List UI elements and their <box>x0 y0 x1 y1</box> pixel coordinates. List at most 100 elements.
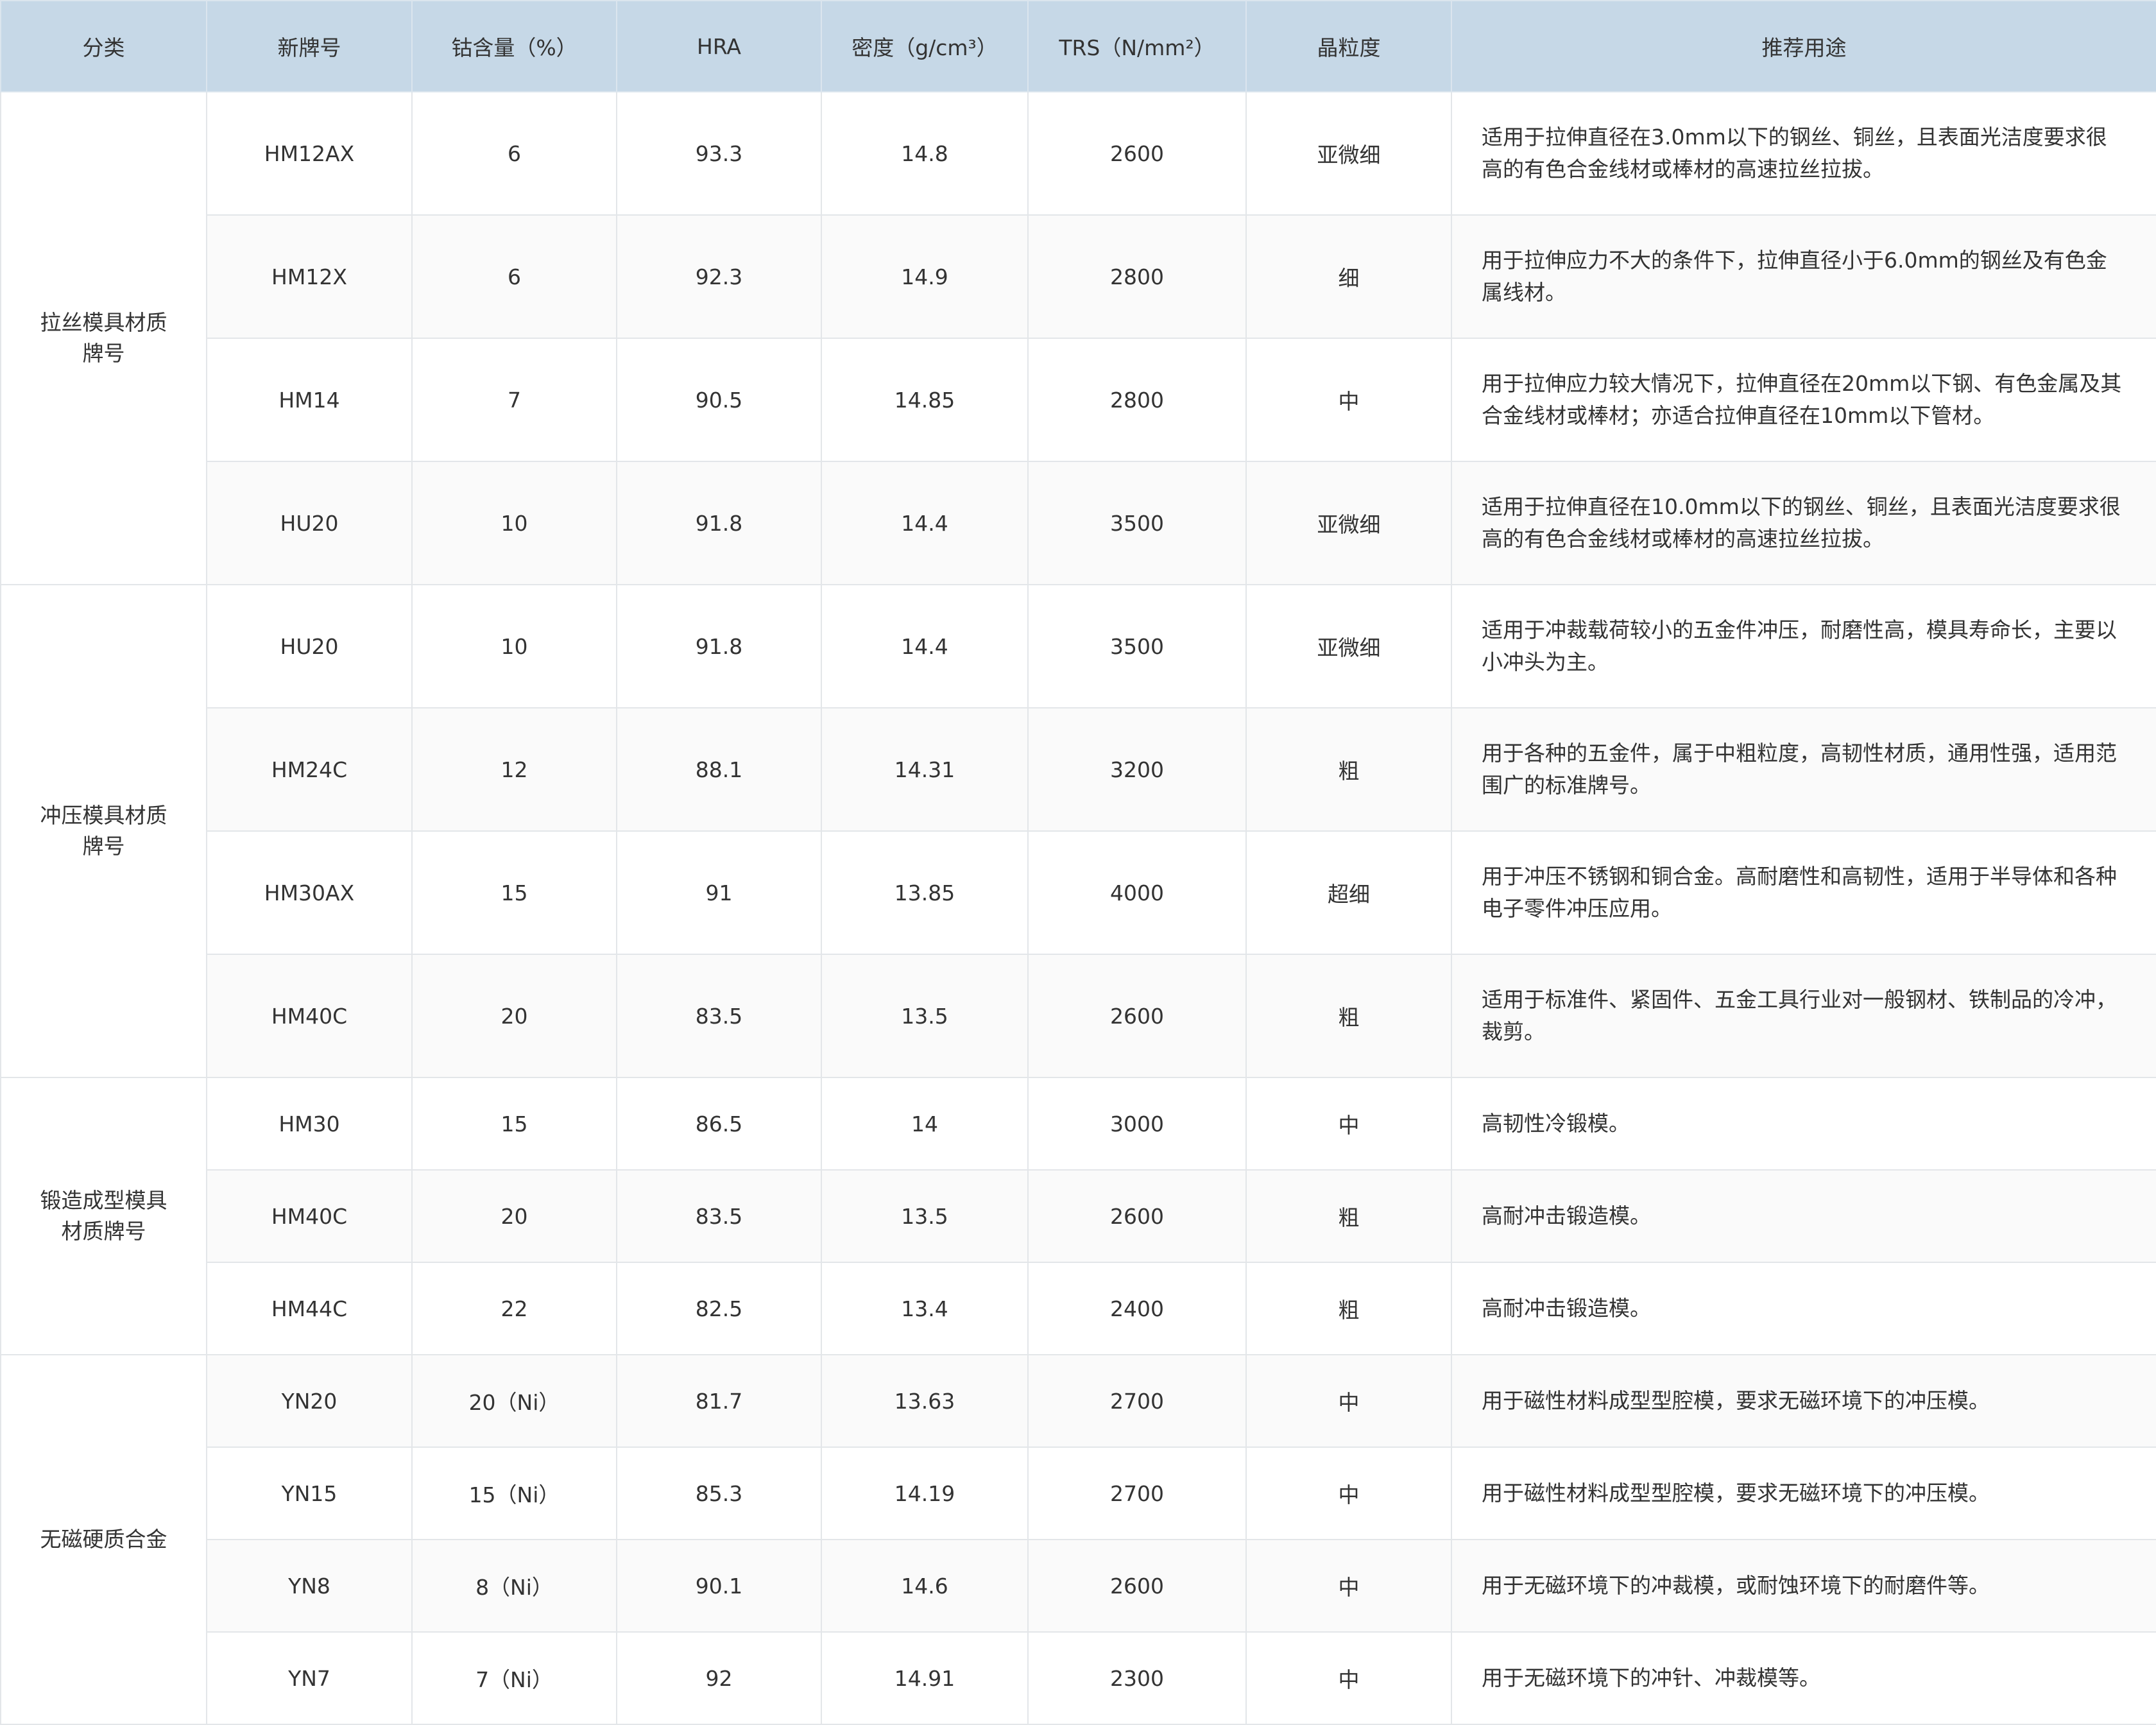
category-label: 无磁硬质合金 <box>40 1527 167 1552</box>
table-row: HM14 7 90.5 14.85 2800 中用于拉伸应力较大情况下，拉伸直径在20mm… <box>1 338 2156 462</box>
category-cell: 锻造成型模具材质牌号 <box>0 1077 207 1355</box>
grade-cell: HM12X <box>206 214 413 339</box>
trs-cell: 2300 <box>1027 1631 1247 1725</box>
hra-cell: 91 <box>616 830 822 955</box>
table-row: HM24C 12 88.1 14.31 3200 粗用于各种的五金件，属于中粗粒度，高韧性… <box>1 707 2156 832</box>
cobalt-content-cell: 15 <box>411 830 617 955</box>
hra-cell: 92.3 <box>616 214 822 339</box>
grade-cell: YN7 <box>206 1631 413 1725</box>
table-row: 冲压模具材质牌号 HU20 10 91.8 14.4 3500 亚微细 适用于冲裁载荷较小的五… <box>0 584 2156 1078</box>
header-hra: HRA <box>616 0 822 92</box>
hra-cell: 86.5 <box>616 1077 822 1171</box>
table-row: HM44C 22 82.5 13.4 2400 粗高耐冲击锻造模。 <box>1 1262 2156 1355</box>
trs-cell: 2400 <box>1027 1262 1247 1355</box>
cobalt-content-cell: 10 <box>411 584 617 708</box>
recommended-use-cell: 用于冲压不锈钢和铜合金。高耐磨性和高韧性，适用于半导体和各种电子零件冲压应用。 <box>1451 830 2156 955</box>
grain-size-cell: 超细 <box>1245 830 1452 955</box>
recommended-use-cell: 适用于冲裁载荷较小的五金件冲压，耐磨性高，模具寿命长，主要以小冲头为主。 <box>1451 584 2156 708</box>
grade-cell: HM12AX <box>206 91 413 216</box>
table-row: 锻造成型模具材质牌号 HM30 15 86.5 14 3000 中高韧性冷锻模。 <box>0 1077 2156 1355</box>
table-header: 分类 新牌号 钴含量（%） HRA 密度（g/cm³） TRS（N/mm²） 晶粒度 推荐用途 <box>0 0 2156 92</box>
cobalt-content-cell: 7（Ni） <box>411 1631 617 1725</box>
grade-cell: HM40C <box>206 954 413 1078</box>
hra-cell: 83.5 <box>616 1169 822 1263</box>
trs-cell: 2700 <box>1027 1446 1247 1540</box>
category-label: 锻造成型模具材质牌号 <box>40 1188 167 1244</box>
hra-cell: 82.5 <box>616 1262 822 1355</box>
trs-cell: 2600 <box>1027 1539 1247 1633</box>
grade-cell: HM40C <box>206 1169 413 1263</box>
cobalt-content-cell: 20 <box>411 1169 617 1263</box>
table-row: YN15 15（Ni） 85.3 14.19 2700 中用于磁性材料成型型腔模，要求无磁… <box>1 1446 2156 1540</box>
recommended-use-cell: 高耐冲击锻造模。 <box>1451 1169 2156 1263</box>
trs-cell: 4000 <box>1027 830 1247 955</box>
category-cell: 拉丝模具材质牌号 <box>0 91 207 585</box>
trs-cell: 3500 <box>1027 584 1247 708</box>
recommended-use-cell: 高耐冲击锻造模。 <box>1451 1262 2156 1355</box>
table-row: HU20 10 91.8 14.4 3500 亚微细 适用于拉伸直径在10.0mm以下的钢丝… <box>1 461 2156 585</box>
cobalt-content-cell: 8（Ni） <box>411 1539 617 1633</box>
hra-cell: 91.8 <box>616 584 822 708</box>
grain-size-cell: 亚微细 <box>1245 584 1452 708</box>
cobalt-content-cell: 7 <box>411 338 617 462</box>
density-cell: 14.85 <box>821 338 1029 462</box>
grain-size-cell: 中 <box>1245 1354 1452 1448</box>
recommended-use-cell: 适用于标准件、紧固件、五金工具行业对一般钢材、铁制品的冷冲，裁剪。 <box>1451 954 2156 1078</box>
recommended-use-cell: 适用于拉伸直径在3.0mm以下的钢丝、铜丝，且表面光洁度要求很高的有色合金线材或… <box>1451 91 2156 216</box>
hra-cell: 93.3 <box>616 91 822 216</box>
table-row: 无磁硬质合金 YN20 20（Ni） 81.7 13.63 2700 中用于磁性材料成型型腔… <box>0 1354 2156 1725</box>
header-category: 分类 <box>0 0 207 92</box>
grain-size-cell: 中 <box>1245 1446 1452 1540</box>
density-cell: 14.9 <box>821 214 1029 339</box>
recommended-use-cell: 用于无磁环境下的冲裁模，或耐蚀环境下的耐磨件等。 <box>1451 1539 2156 1633</box>
grain-size-cell: 中 <box>1245 1631 1452 1725</box>
hra-cell: 91.8 <box>616 461 822 585</box>
table-row: HM30AX 15 91 13.85 4000 超细 用于冲压不锈钢和铜合金。高耐磨性和高韧… <box>1 830 2156 955</box>
density-cell: 14.19 <box>821 1446 1029 1540</box>
hra-cell: 83.5 <box>616 954 822 1078</box>
hra-cell: 81.7 <box>616 1354 822 1448</box>
cobalt-content-cell: 12 <box>411 707 617 832</box>
grade-cell: YN20 <box>206 1354 413 1448</box>
grain-size-cell: 亚微细 <box>1245 461 1452 585</box>
density-cell: 14.91 <box>821 1631 1029 1725</box>
header-recommended-use: 推荐用途 <box>1451 0 2156 92</box>
hra-cell: 85.3 <box>616 1446 822 1540</box>
recommended-use-cell: 用于磁性材料成型型腔模，要求无磁环境下的冲压模。 <box>1451 1446 2156 1540</box>
cobalt-content-cell: 6 <box>411 214 617 339</box>
grade-cell: HM14 <box>206 338 413 462</box>
trs-cell: 2800 <box>1027 338 1247 462</box>
density-cell: 14 <box>821 1077 1029 1171</box>
cobalt-content-cell: 10 <box>411 461 617 585</box>
grain-size-cell: 粗 <box>1245 1169 1452 1263</box>
recommended-use-cell: 适用于拉伸直径在10.0mm以下的钢丝、铜丝，且表面光洁度要求很高的有色合金线材… <box>1451 461 2156 585</box>
cobalt-content-cell: 20（Ni） <box>411 1354 617 1448</box>
hra-cell: 92 <box>616 1631 822 1725</box>
header-grain-size: 晶粒度 <box>1245 0 1452 92</box>
hra-cell: 90.5 <box>616 338 822 462</box>
trs-cell: 2600 <box>1027 1169 1247 1263</box>
density-cell: 13.63 <box>821 1354 1029 1448</box>
trs-cell: 3500 <box>1027 461 1247 585</box>
trs-cell: 3200 <box>1027 707 1247 832</box>
grain-size-cell: 细 <box>1245 214 1452 339</box>
density-cell: 14.8 <box>821 91 1029 216</box>
table-row: YN7 7（Ni） 92 14.91 2300 中用于无磁环境下的冲针、冲裁模等。 <box>1 1631 2156 1725</box>
grain-size-cell: 粗 <box>1245 1262 1452 1355</box>
recommended-use-cell: 用于无磁环境下的冲针、冲裁模等。 <box>1451 1631 2156 1725</box>
grade-cell: HM44C <box>206 1262 413 1355</box>
grade-cell: HM30 <box>206 1077 413 1171</box>
table-row: YN8 8（Ni） 90.1 14.6 2600 中用于无磁环境下的冲裁模，或耐蚀环境下的… <box>1 1539 2156 1633</box>
density-cell: 14.4 <box>821 584 1029 708</box>
grain-size-cell: 中 <box>1245 338 1452 462</box>
table-row: 拉丝模具材质牌号 HM12AX 6 93.3 14.8 2600 亚微细 适用于拉伸直径在3.… <box>0 91 2156 585</box>
density-cell: 14.4 <box>821 461 1029 585</box>
grade-cell: HM24C <box>206 707 413 832</box>
grade-cell: YN8 <box>206 1539 413 1633</box>
table-row: HM40C 20 83.5 13.5 2600 粗适用于标准件、紧固件、五金工具行业对一般… <box>1 954 2156 1078</box>
category-label: 拉丝模具材质牌号 <box>40 310 167 366</box>
cobalt-content-cell: 6 <box>411 91 617 216</box>
table-row: HM12X 6 92.3 14.9 2800 细用于拉伸应力不大的条件下，拉伸直径小于6.… <box>1 214 2156 339</box>
trs-cell: 2600 <box>1027 954 1247 1078</box>
